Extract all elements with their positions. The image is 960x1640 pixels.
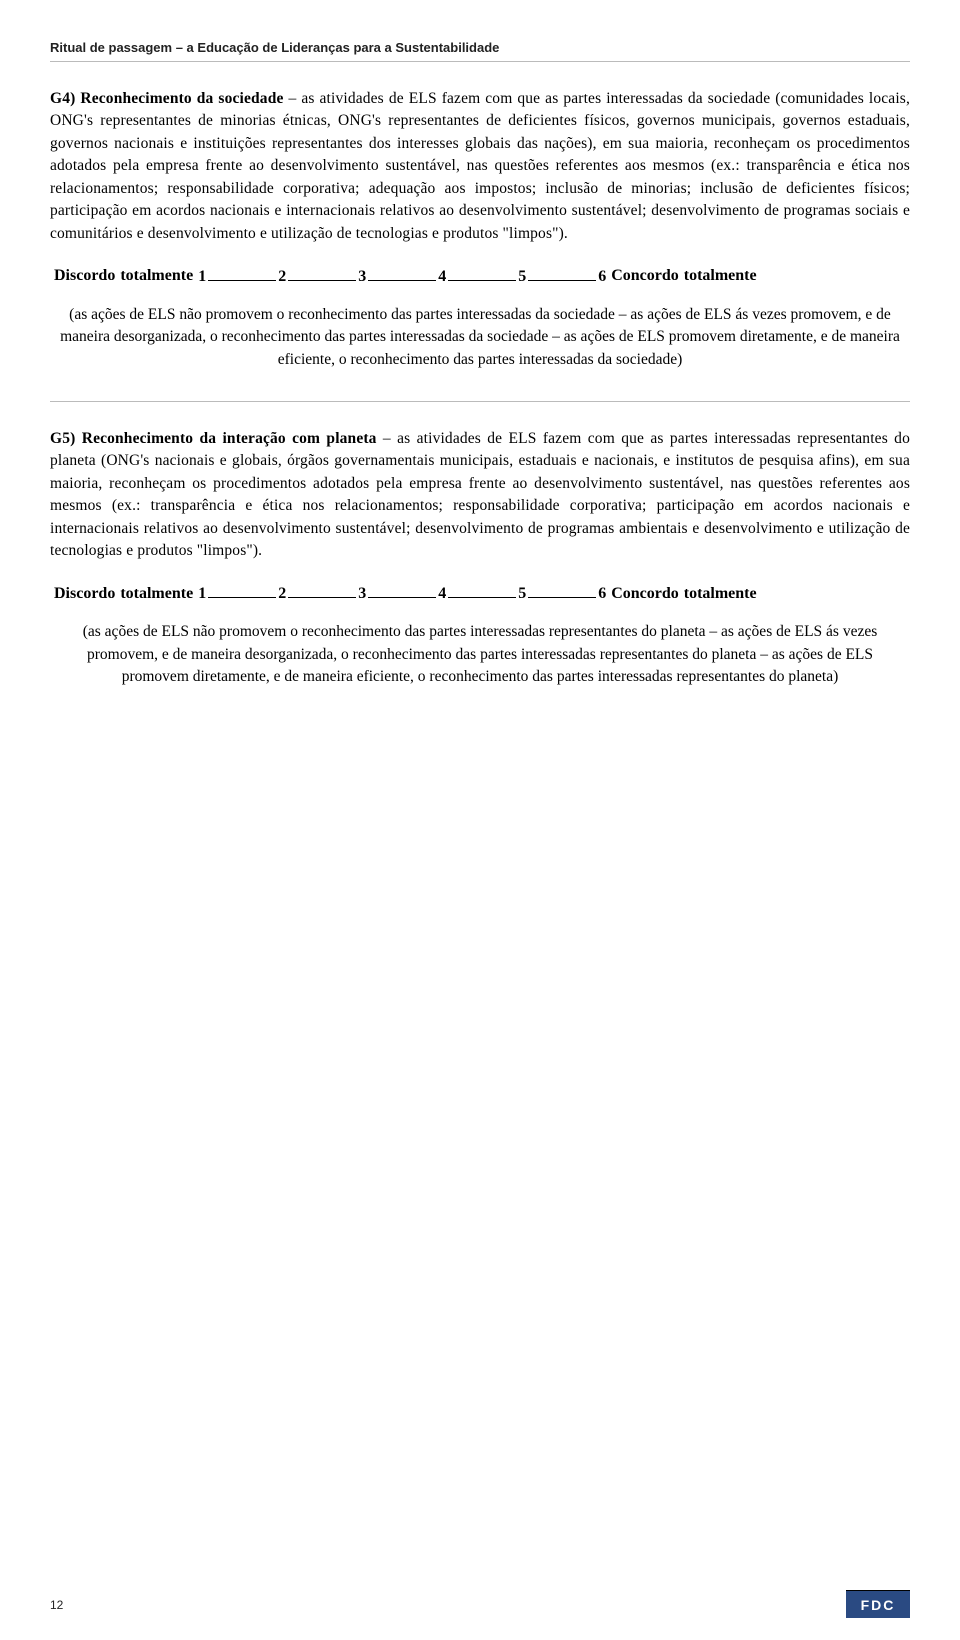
- likert-scale-g5: Discordo totalmente 1 2 3 4 5 6 Concordo tota…: [50, 585, 910, 603]
- scale-n6: 6: [598, 585, 606, 602]
- g4-paragraph: G4) Reconhecimento da sociedade – as ati…: [50, 88, 910, 245]
- g4-explanation: (as ações de ELS não promovem o reconhec…: [50, 304, 910, 371]
- scale-seg: [528, 587, 596, 598]
- scale-numbers: 1 2 3 4 5 6: [198, 585, 606, 603]
- g4-body: – as atividades de ELS fazem com que as …: [50, 90, 910, 242]
- scale-left-label: Discordo totalmente: [54, 585, 193, 602]
- scale-n2: 2: [278, 585, 286, 602]
- section-divider: [50, 401, 910, 402]
- scale-n4: 4: [438, 268, 446, 285]
- scale-seg: [448, 587, 516, 598]
- scale-seg: [448, 269, 516, 280]
- scale-n4: 4: [438, 585, 446, 602]
- g4-lead: G4) Reconhecimento da sociedade: [50, 90, 284, 107]
- scale-n1: 1: [198, 268, 206, 285]
- fdc-logo: FDC: [846, 1590, 910, 1618]
- scale-seg: [288, 587, 356, 598]
- scale-n1: 1: [198, 585, 206, 602]
- scale-n6: 6: [598, 268, 606, 285]
- scale-seg: [288, 269, 356, 280]
- g5-paragraph: G5) Reconhecimento da interação com plan…: [50, 428, 910, 563]
- scale-seg: [528, 269, 596, 280]
- scale-numbers: 1 2 3 4 5 6: [198, 268, 606, 286]
- scale-seg: [368, 587, 436, 598]
- scale-right-label: Concordo totalmente: [611, 585, 756, 602]
- g5-body: – as atividades de ELS fazem com que as …: [50, 430, 910, 559]
- running-header: Ritual de passagem – a Educação de Lider…: [50, 40, 910, 62]
- scale-n3: 3: [358, 268, 366, 285]
- scale-n3: 3: [358, 585, 366, 602]
- scale-n2: 2: [278, 268, 286, 285]
- scale-n5: 5: [518, 268, 526, 285]
- page-number: 12: [50, 1598, 63, 1612]
- g5-lead: G5) Reconhecimento da interação com plan…: [50, 430, 377, 447]
- scale-seg: [368, 269, 436, 280]
- scale-seg: [208, 587, 276, 598]
- scale-left-label: Discordo totalmente: [54, 267, 193, 284]
- scale-right-label: Concordo totalmente: [611, 267, 756, 284]
- g5-explanation: (as ações de ELS não promovem o reconhec…: [50, 621, 910, 688]
- likert-scale-g4: Discordo totalmente 1 2 3 4 5 6 Concordo tota…: [50, 267, 910, 285]
- scale-n5: 5: [518, 585, 526, 602]
- scale-seg: [208, 269, 276, 280]
